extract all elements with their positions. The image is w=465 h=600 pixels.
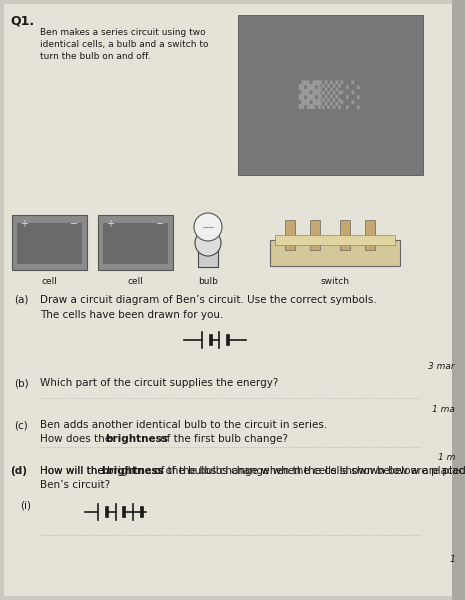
Text: (b): (b) xyxy=(14,378,29,388)
Text: 1 m: 1 m xyxy=(438,453,455,462)
Text: Ben adds another identical bulb to the circuit in series.: Ben adds another identical bulb to the c… xyxy=(40,420,327,430)
Text: 1: 1 xyxy=(449,555,455,564)
Text: cell: cell xyxy=(127,277,143,286)
Text: Q1.: Q1. xyxy=(10,14,34,27)
Text: switch: switch xyxy=(320,277,350,286)
Text: of the first bulb change?: of the first bulb change? xyxy=(157,434,288,444)
Bar xyxy=(275,235,395,245)
Bar xyxy=(198,245,218,267)
Text: −: − xyxy=(70,219,78,229)
Text: brightness: brightness xyxy=(101,466,164,476)
Text: (c): (c) xyxy=(14,420,28,430)
Bar xyxy=(452,0,465,600)
Bar xyxy=(103,223,168,264)
Text: (a): (a) xyxy=(14,295,28,305)
Text: cell: cell xyxy=(41,277,57,286)
Text: The cells have been drawn for you.: The cells have been drawn for you. xyxy=(40,310,223,320)
Text: How will the brightness of the bulbs change when the cells shown below are place: How will the brightness of the bulbs cha… xyxy=(40,466,465,476)
Text: +: + xyxy=(106,219,114,229)
Text: Ben’s circuit?: Ben’s circuit? xyxy=(40,480,110,490)
Text: 1 ma: 1 ma xyxy=(432,405,455,414)
Text: 3 mar: 3 mar xyxy=(428,362,455,371)
Text: How does the: How does the xyxy=(40,434,114,444)
Text: turn the bulb on and off.: turn the bulb on and off. xyxy=(40,52,151,61)
Bar xyxy=(365,220,375,250)
Text: Ben makes a series circuit using two: Ben makes a series circuit using two xyxy=(40,28,206,37)
Text: ▓▒░: ▓▒░ xyxy=(298,80,362,109)
Bar xyxy=(310,220,320,250)
Circle shape xyxy=(195,230,221,256)
Text: +: + xyxy=(20,219,28,229)
Bar xyxy=(238,15,423,175)
Circle shape xyxy=(194,213,222,241)
Text: (d): (d) xyxy=(10,466,27,476)
Bar xyxy=(17,223,82,264)
Text: Which part of the circuit supplies the energy?: Which part of the circuit supplies the e… xyxy=(40,378,279,388)
Text: Draw a circuit diagram of Ben’s circuit. Use the correct symbols.: Draw a circuit diagram of Ben’s circuit.… xyxy=(40,295,377,305)
Text: identical cells, a bulb and a switch to: identical cells, a bulb and a switch to xyxy=(40,40,208,49)
Text: (i): (i) xyxy=(20,500,31,510)
Bar xyxy=(98,215,173,270)
Text: −: − xyxy=(156,219,164,229)
Text: How will the: How will the xyxy=(40,466,107,476)
Bar xyxy=(340,220,350,250)
Text: brightness: brightness xyxy=(105,434,168,444)
Text: of the bulbs change when the cells shown below are placed into: of the bulbs change when the cells shown… xyxy=(151,466,465,476)
Bar xyxy=(285,220,295,250)
Bar xyxy=(12,215,87,270)
Bar xyxy=(270,240,400,266)
Text: bulb: bulb xyxy=(198,277,218,286)
